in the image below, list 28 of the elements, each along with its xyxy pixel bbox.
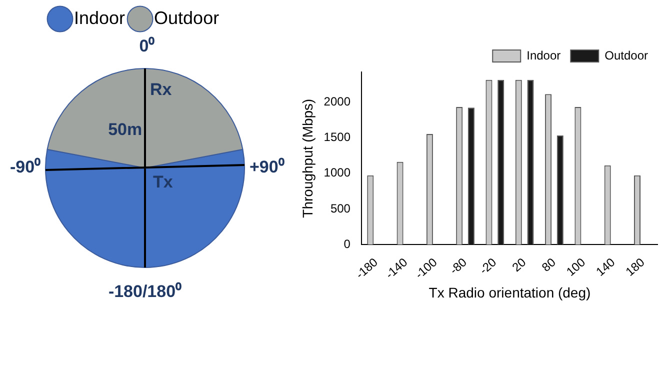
legend-label: Indoor [74, 8, 126, 28]
y-axis-title: Throughput (Mbps) [299, 98, 316, 218]
x-tick-label: -80 [447, 255, 470, 278]
x-tick-label: 20 [509, 255, 529, 275]
text: -180/180⁰ [108, 282, 182, 302]
x-tick-label: 180 [622, 255, 648, 279]
x-tick-label: 100 [564, 255, 588, 279]
text: Tx [152, 172, 174, 192]
x-tick-label: 140 [593, 255, 618, 279]
y-tick-label: 500 [330, 201, 351, 216]
x-tick-label: 80 [539, 255, 559, 275]
legend-label: Outdoor [154, 8, 220, 28]
text: 50m [108, 120, 142, 139]
text: +90⁰ [249, 158, 284, 177]
y-tick-label: 0 [344, 236, 351, 251]
text: 0⁰ [139, 36, 155, 56]
x-tick-label: -20 [476, 255, 500, 278]
legend-label: Outdoor [604, 48, 648, 62]
y-tick-label: 1000 [324, 166, 351, 180]
x-tick-label: -180 [353, 255, 381, 282]
text: Rx [150, 80, 172, 100]
x-tick-label: -100 [412, 255, 440, 282]
text: -90⁰ [10, 158, 41, 177]
legend-label: Indoor [526, 48, 561, 62]
y-tick-label: 2000 [324, 94, 351, 108]
x-axis-title: Tx Radio orientation (deg) [428, 284, 591, 300]
y-tick-label: 1500 [324, 130, 351, 144]
x-tick-label: -140 [382, 255, 410, 282]
